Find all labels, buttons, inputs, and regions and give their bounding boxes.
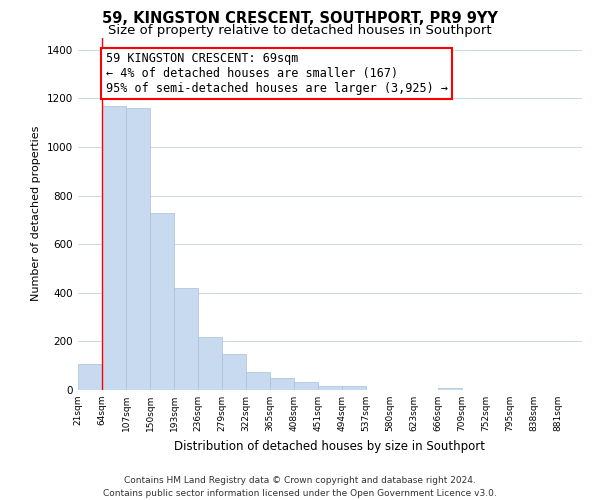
Text: 59 KINGSTON CRESCENT: 69sqm
← 4% of detached houses are smaller (167)
95% of sem: 59 KINGSTON CRESCENT: 69sqm ← 4% of deta… bbox=[106, 52, 448, 95]
X-axis label: Distribution of detached houses by size in Southport: Distribution of detached houses by size … bbox=[175, 440, 485, 452]
Bar bbox=[246, 372, 270, 390]
Bar bbox=[78, 364, 102, 390]
Bar bbox=[270, 378, 294, 390]
Bar bbox=[318, 386, 342, 390]
Bar bbox=[174, 288, 198, 390]
Bar bbox=[150, 212, 174, 390]
Bar bbox=[102, 106, 126, 390]
Text: 59, KINGSTON CRESCENT, SOUTHPORT, PR9 9YY: 59, KINGSTON CRESCENT, SOUTHPORT, PR9 9Y… bbox=[102, 11, 498, 26]
Bar bbox=[222, 354, 246, 390]
Bar bbox=[126, 108, 150, 390]
Text: Size of property relative to detached houses in Southport: Size of property relative to detached ho… bbox=[108, 24, 492, 37]
Bar bbox=[294, 382, 318, 390]
Bar bbox=[342, 386, 366, 390]
Bar bbox=[438, 388, 462, 390]
Bar bbox=[198, 336, 222, 390]
Y-axis label: Number of detached properties: Number of detached properties bbox=[31, 126, 41, 302]
Text: Contains HM Land Registry data © Crown copyright and database right 2024.
Contai: Contains HM Land Registry data © Crown c… bbox=[103, 476, 497, 498]
